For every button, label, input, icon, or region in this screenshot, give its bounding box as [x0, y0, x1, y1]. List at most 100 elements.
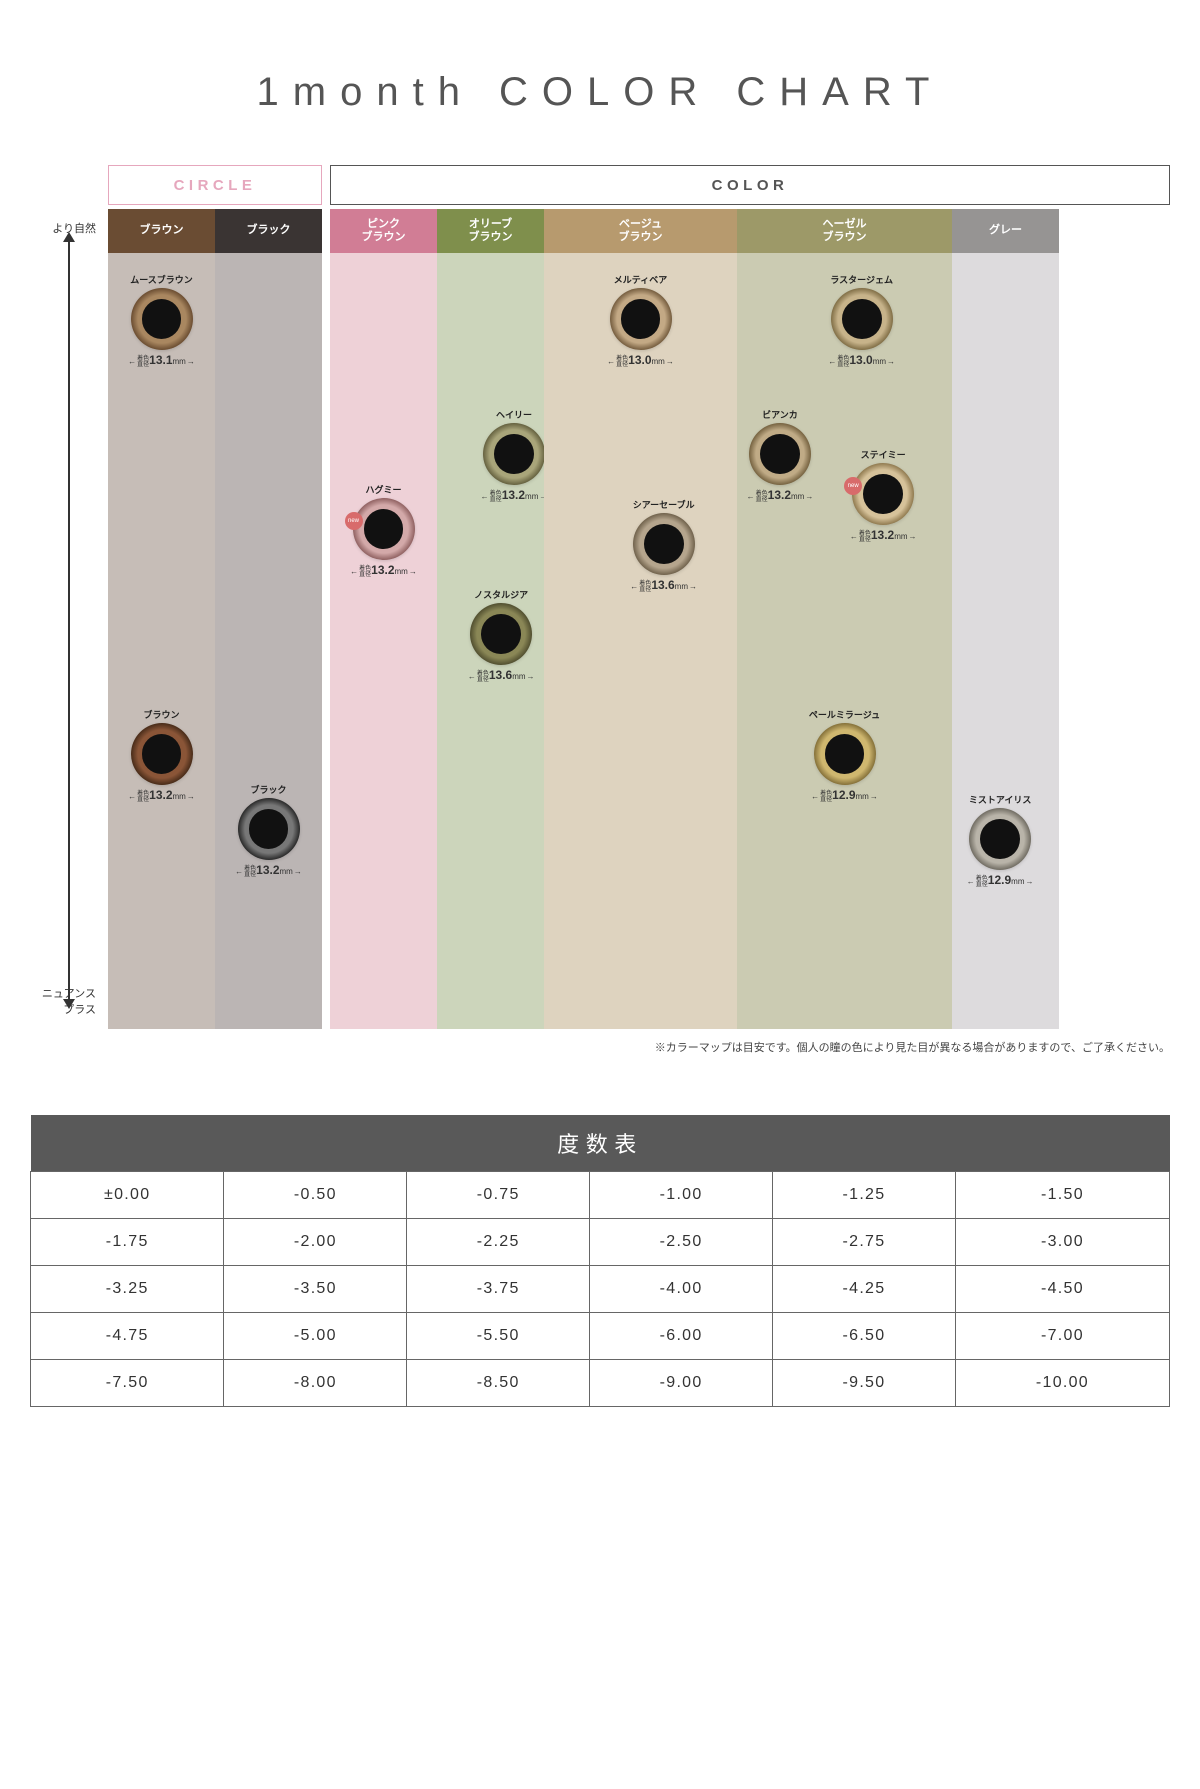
column-header-pinkbr: ピンクブラウン	[330, 209, 437, 253]
lens-icon	[483, 423, 545, 485]
column-beige: ベージュブラウンメルティベア着色 直径13.0mmシアーセーブル着色 直径13.…	[544, 209, 737, 1029]
table-row: -1.75-2.00-2.25-2.50-2.75-3.00	[31, 1219, 1170, 1266]
power-cell: -7.50	[31, 1360, 224, 1407]
column-body-pinkbr: ハグミー new 着色 直径13.2mm	[330, 253, 437, 1029]
new-badge: new	[844, 477, 862, 495]
lens-diameter: 着色 直径13.2mm	[747, 488, 814, 503]
lens-name: ブラック	[250, 783, 286, 796]
lens-diameter: 着色 直径13.0mm	[607, 353, 674, 368]
lens-item: ビアンカ着色 直径13.2mm	[730, 408, 830, 503]
lens-diameter: 着色 直径13.2mm	[235, 863, 302, 878]
lens-icon	[633, 513, 695, 575]
lens-diameter: 着色 直径13.0mm	[828, 353, 895, 368]
lens-diameter: 着色 直径12.9mm	[811, 788, 878, 803]
power-cell: -1.50	[955, 1172, 1169, 1219]
lens-item: ミストアイリス着色 直径12.9mm	[950, 793, 1050, 888]
power-cell: -1.00	[590, 1172, 773, 1219]
power-cell: -4.75	[31, 1313, 224, 1360]
lens-icon	[353, 498, 415, 560]
lens-icon	[238, 798, 300, 860]
lens-name: ステイミー	[861, 448, 906, 461]
lens-name: ブラウン	[143, 708, 179, 721]
power-cell: -2.00	[224, 1219, 407, 1266]
lens-name: ヘイリー	[496, 408, 532, 421]
lens-icon	[131, 723, 193, 785]
page-title: 1month COLOR CHART	[30, 70, 1170, 115]
column-body-grey: ミストアイリス着色 直径12.9mm	[952, 253, 1059, 1029]
lens-diameter: 着色 直径13.6mm	[630, 578, 697, 593]
power-cell: -9.00	[590, 1360, 773, 1407]
column-black: ブラックブラック着色 直径13.2mm	[215, 209, 322, 1029]
lens-item: メルティベア着色 直径13.0mm	[591, 273, 691, 368]
lens-diameter: 着色 直径13.1mm	[128, 353, 195, 368]
lens-item: ブラック着色 直径13.2mm	[219, 783, 319, 878]
section-circle-header: CIRCLE	[108, 165, 322, 205]
lens-icon	[969, 808, 1031, 870]
power-cell: -2.50	[590, 1219, 773, 1266]
lens-diameter: 着色 直径13.2mm	[350, 563, 417, 578]
column-body-hazel: ラスタージェム着色 直径13.0mmビアンカ着色 直径13.2mmステイミーne…	[737, 253, 952, 1029]
column-body-black: ブラック着色 直径13.2mm	[215, 253, 322, 1029]
lens-item: シアーセーブル着色 直径13.6mm	[614, 498, 714, 593]
new-badge: new	[345, 512, 363, 530]
lens-name: ラスタージェム	[830, 273, 893, 286]
power-cell: -4.00	[590, 1266, 773, 1313]
power-cell: -5.50	[407, 1313, 590, 1360]
column-body-olive: ヘイリー着色 直径13.2mmノスタルジア着色 直径13.6mm	[437, 253, 544, 1029]
power-cell: -10.00	[955, 1360, 1169, 1407]
lens-item: ラスタージェム着色 直径13.0mm	[812, 273, 912, 368]
power-cell: -3.75	[407, 1266, 590, 1313]
section-color-header: COLOR	[330, 165, 1170, 205]
section-color: COLOR ピンクブラウンハグミーnew着色 直径13.2mmオリーブブラウンヘ…	[330, 165, 1170, 1029]
power-table-title: 度数表	[31, 1115, 1170, 1172]
power-cell: -6.50	[773, 1313, 956, 1360]
lens-icon	[470, 603, 532, 665]
column-header-brown: ブラウン	[108, 209, 215, 253]
table-row: -4.75-5.00-5.50-6.00-6.50-7.00	[31, 1313, 1170, 1360]
power-cell: -2.75	[773, 1219, 956, 1266]
axis-labels: より自然 ニュアンス プラス	[30, 165, 100, 1029]
power-cell: -3.50	[224, 1266, 407, 1313]
lens-item: ステイミーnew着色 直径13.2mm	[833, 448, 933, 543]
lens-name: ペールミラージュ	[809, 708, 880, 721]
column-header-olive: オリーブブラウン	[437, 209, 544, 253]
power-cell: -9.50	[773, 1360, 956, 1407]
lens-diameter: 着色 直径13.2mm	[128, 788, 195, 803]
lens-item: ノスタルジア着色 直径13.6mm	[451, 588, 551, 683]
lens-item: ムースブラウン着色 直径13.1mm	[112, 273, 212, 368]
lens-name: ハグミー	[365, 483, 401, 496]
column-header-hazel: ヘーゼルブラウン	[737, 209, 952, 253]
power-table: 度数表 ±0.00-0.50-0.75-1.00-1.25-1.50-1.75-…	[30, 1115, 1170, 1407]
lens-icon	[131, 288, 193, 350]
power-cell: -3.00	[955, 1219, 1169, 1266]
power-cell: -4.50	[955, 1266, 1169, 1313]
power-cell: -2.25	[407, 1219, 590, 1266]
lens-icon	[610, 288, 672, 350]
lens-icon	[852, 463, 914, 525]
lens-item: ペールミラージュ着色 直径12.9mm	[795, 708, 895, 803]
power-cell: -0.75	[407, 1172, 590, 1219]
table-row: ±0.00-0.50-0.75-1.00-1.25-1.50	[31, 1172, 1170, 1219]
lens-item: ブラウン着色 直径13.2mm	[112, 708, 212, 803]
column-hazel: ヘーゼルブラウンラスタージェム着色 直径13.0mmビアンカ着色 直径13.2m…	[737, 209, 952, 1029]
column-body-brown: ムースブラウン着色 直径13.1mm ブラウン着色 直径13.2mm	[108, 253, 215, 1029]
column-header-black: ブラック	[215, 209, 322, 253]
lens-icon	[831, 288, 893, 350]
table-row: -7.50-8.00-8.50-9.00-9.50-10.00	[31, 1360, 1170, 1407]
power-cell: -4.25	[773, 1266, 956, 1313]
column-olive: オリーブブラウンヘイリー着色 直径13.2mmノスタルジア着色 直径13.6mm	[437, 209, 544, 1029]
lens-diameter: 着色 直径13.2mm	[481, 488, 548, 503]
lens-name: ムースブラウン	[130, 273, 193, 286]
lens-name: ノスタルジア	[474, 588, 528, 601]
lens-name: ミストアイリス	[969, 793, 1032, 806]
lens-name: シアーセーブル	[633, 498, 695, 511]
lens-diameter: 着色 直径12.9mm	[967, 873, 1034, 888]
power-cell: -3.25	[31, 1266, 224, 1313]
power-cell: -5.00	[224, 1313, 407, 1360]
lens-diameter: 着色 直径13.6mm	[468, 668, 535, 683]
color-chart: より自然 ニュアンス プラス CIRCLE ブラウンムースブラウン着色 直径13…	[30, 165, 1170, 1029]
power-cell: -0.50	[224, 1172, 407, 1219]
power-cell: -8.50	[407, 1360, 590, 1407]
axis-arrow-icon	[68, 240, 70, 1001]
power-cell: -8.00	[224, 1360, 407, 1407]
